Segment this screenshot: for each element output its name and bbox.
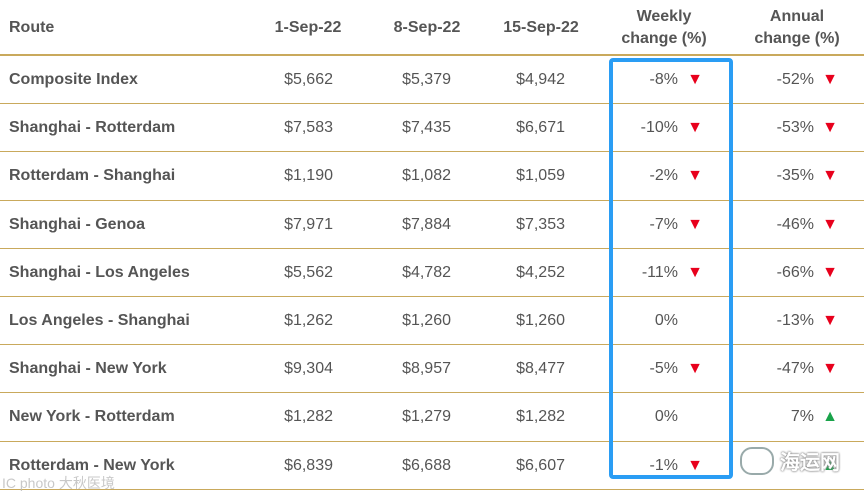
weekly-trend-icon: ▼: [687, 360, 703, 378]
date-3-cell: $4,252: [516, 263, 565, 281]
date-3-cell: $1,260: [516, 311, 565, 329]
annual-trend-icon: ▲: [822, 408, 838, 426]
weekly-trend-icon: ▼: [687, 167, 703, 185]
date-2-cell: $1,260: [402, 311, 451, 329]
annual-trend-icon: ▼: [822, 71, 838, 88]
annual-trend-icon: ▼: [822, 119, 838, 137]
annual-change-cell: 7%: [790, 408, 814, 426]
header-date-2: 8-Sep-22: [393, 19, 461, 36]
date-2-cell: $6,688: [402, 456, 451, 474]
weekly-change-cell: 0%: [654, 408, 678, 426]
annual-change-cell: -53%: [776, 119, 814, 137]
annual-trend-icon: ▼: [822, 311, 838, 329]
date-1-cell: $1,190: [284, 167, 333, 185]
table-header: Route 1-Sep-22 8-Sep-22 15-Sep-22 Weekly…: [0, 0, 864, 56]
table-row: Shanghai - New York $9,304 $8,957 $8,477 -5%…: [0, 345, 864, 394]
annual-change-cell: -47%: [776, 360, 814, 378]
table-row: Los Angeles - Shanghai $1,262 $1,260 $1,260…: [0, 297, 864, 346]
route-cell: Shanghai - Genoa: [9, 215, 146, 233]
date-3-cell: $1,059: [516, 167, 565, 185]
weekly-change-cell: 0%: [654, 311, 678, 329]
watermark-left: IC photo 大秋医境: [2, 475, 115, 491]
watermark-right-text: 海运网: [780, 452, 840, 474]
header-weekly-line2: change (%): [621, 30, 707, 47]
date-1-cell: $6,839: [284, 456, 333, 474]
date-3-cell: $6,607: [516, 456, 565, 474]
table-row: Shanghai - Los Angeles $5,562 $4,782 $4,252…: [0, 249, 864, 297]
header-annual-change: Annual change (%): [737, 6, 857, 50]
header-route: Route: [9, 19, 55, 36]
date-2-cell: $7,435: [402, 119, 451, 137]
route-cell: Shanghai - Rotterdam: [9, 119, 176, 137]
date-1-cell: $7,971: [284, 215, 333, 233]
date-3-cell: $7,353: [516, 215, 565, 233]
header-annual-line2: change (%): [754, 30, 840, 47]
date-3-cell: $1,282: [516, 408, 565, 426]
header-date-1: 1-Sep-22: [274, 19, 342, 36]
date-2-cell: $8,957: [402, 360, 451, 378]
route-cell: Rotterdam - Shanghai: [9, 167, 176, 185]
table-row: Rotterdam - Shanghai $1,190 $1,082 $1,059 -2…: [0, 152, 864, 201]
table-row: Rotterdam - New York $6,839 $6,688 $6,607 -1…: [0, 442, 864, 490]
annual-trend-icon: ▼: [822, 263, 838, 281]
annual-trend-icon: ▲: [822, 456, 838, 474]
date-1-cell: $1,282: [284, 408, 333, 426]
table-row: Shanghai - Rotterdam $7,583 $7,435 $6,671 -1…: [0, 104, 864, 153]
wechat-icon: [740, 446, 774, 475]
date-1-cell: $5,662: [284, 71, 333, 88]
weekly-trend-icon: ▼: [687, 456, 703, 474]
route-cell: Shanghai - New York: [9, 360, 167, 378]
weekly-change-cell: -11%: [641, 263, 678, 281]
route-cell: Los Angeles - Shanghai: [9, 311, 190, 329]
table-body: Composite Index $5,662 $5,379 $4,942 -8% ▼ -52…: [0, 56, 864, 490]
annual-trend-icon: ▼: [822, 360, 838, 378]
annual-change-cell: -66%: [776, 263, 814, 281]
date-3-cell: $8,477: [516, 360, 565, 378]
route-cell: Shanghai - Los Angeles: [9, 263, 190, 281]
weekly-change-cell: -5%: [649, 360, 678, 378]
weekly-change-cell: -1%: [649, 456, 678, 474]
weekly-trend-icon: ▼: [687, 263, 703, 281]
date-2-cell: $1,082: [402, 167, 451, 185]
date-3-cell: $4,942: [516, 71, 565, 88]
date-1-cell: $9,304: [284, 360, 333, 378]
header-weekly-change: Weekly change (%): [604, 6, 724, 50]
annual-change-cell: -52%: [776, 71, 814, 88]
annual-trend-icon: ▼: [822, 167, 838, 185]
date-1-cell: $1,262: [284, 311, 333, 329]
date-2-cell: $1,279: [402, 408, 451, 426]
header-annual-line1: Annual: [769, 8, 825, 25]
weekly-change-cell: -10%: [640, 119, 678, 137]
annual-change-cell: -13%: [776, 311, 814, 329]
annual-change-cell: -46%: [776, 215, 814, 233]
table-row: Composite Index $5,662 $5,379 $4,942 -8% ▼ -52…: [0, 56, 864, 105]
annual-change-cell: -35%: [776, 167, 814, 185]
weekly-change-cell: -8%: [649, 71, 678, 88]
date-3-cell: $6,671: [516, 119, 565, 137]
table-row: New York - Rotterdam $1,282 $1,279 $1,282 0%…: [0, 393, 864, 442]
route-cell: New York - Rotterdam: [9, 408, 175, 426]
date-1-cell: $7,583: [284, 119, 333, 137]
date-2-cell: $4,782: [402, 263, 451, 281]
date-1-cell: $5,562: [284, 263, 333, 281]
route-cell: Rotterdam - New York: [9, 456, 175, 474]
weekly-change-cell: -2%: [649, 167, 678, 185]
table-row: Shanghai - Genoa $7,971 $7,884 $7,353 -7% ▼ -4…: [0, 201, 864, 249]
date-2-cell: $7,884: [402, 215, 451, 233]
weekly-trend-icon: ▼: [687, 119, 703, 137]
route-cell: Composite Index: [9, 71, 138, 88]
weekly-change-cell: -7%: [649, 215, 678, 233]
watermark-right: 海运网: [740, 446, 840, 475]
weekly-change-highlight-box: [609, 58, 733, 479]
date-2-cell: $5,379: [402, 71, 451, 88]
header-date-3: 15-Sep-22: [503, 19, 579, 36]
header-weekly-line1: Weekly: [636, 8, 692, 25]
weekly-trend-icon: ▼: [687, 215, 703, 233]
weekly-trend-icon: ▼: [687, 71, 703, 88]
annual-trend-icon: ▼: [822, 215, 838, 233]
